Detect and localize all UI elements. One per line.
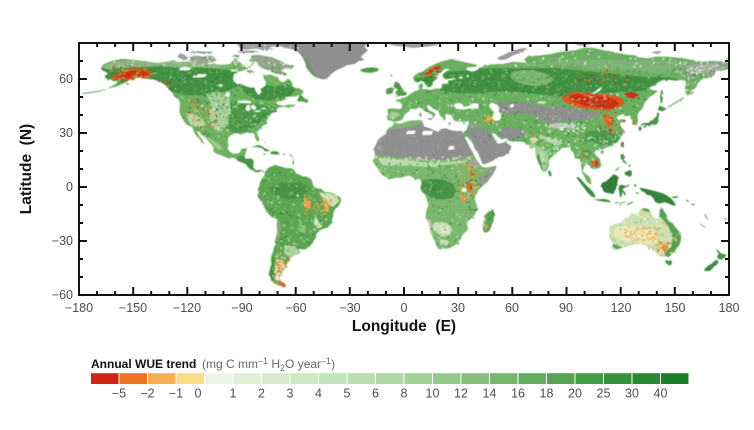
- svg-text:14: 14: [483, 387, 497, 401]
- svg-text:40: 40: [654, 387, 668, 401]
- svg-text:120: 120: [611, 301, 632, 315]
- svg-text:−2: −2: [140, 387, 154, 401]
- svg-text:8: 8: [401, 387, 408, 401]
- svg-text:6: 6: [372, 387, 379, 401]
- svg-text:−150: −150: [119, 301, 147, 315]
- svg-text:(mg C mm–1 H2O year–1): (mg C mm–1 H2O year–1): [202, 356, 335, 373]
- svg-text:18: 18: [540, 387, 554, 401]
- svg-text:150: 150: [665, 301, 686, 315]
- svg-text:90: 90: [559, 301, 573, 315]
- svg-text:180: 180: [719, 301, 740, 315]
- svg-text:3: 3: [287, 387, 294, 401]
- svg-text:30: 30: [59, 126, 73, 140]
- svg-text:0: 0: [401, 301, 408, 315]
- svg-text:−1: −1: [169, 387, 183, 401]
- svg-text:−30: −30: [339, 301, 360, 315]
- svg-text:30: 30: [451, 301, 465, 315]
- svg-text:60: 60: [59, 72, 73, 86]
- svg-text:Annual WUE trend: Annual WUE trend: [91, 357, 196, 371]
- svg-text:2: 2: [258, 387, 265, 401]
- svg-text:20: 20: [568, 387, 582, 401]
- svg-text:−180: −180: [65, 301, 93, 315]
- svg-text:Longitude (E): Longitude (E): [352, 318, 456, 335]
- svg-text:−90: −90: [231, 301, 252, 315]
- svg-text:Latitude (N): Latitude (N): [18, 124, 35, 214]
- svg-text:5: 5: [344, 387, 351, 401]
- svg-text:0: 0: [195, 387, 202, 401]
- svg-text:25: 25: [597, 387, 611, 401]
- svg-text:−5: −5: [112, 387, 126, 401]
- svg-text:16: 16: [511, 387, 525, 401]
- svg-text:60: 60: [505, 301, 519, 315]
- svg-text:4: 4: [315, 387, 322, 401]
- svg-text:30: 30: [625, 387, 639, 401]
- svg-text:12: 12: [454, 387, 468, 401]
- svg-text:1: 1: [230, 387, 237, 401]
- svg-text:−30: −30: [52, 234, 73, 248]
- svg-text:0: 0: [66, 180, 73, 194]
- svg-text:−120: −120: [173, 301, 201, 315]
- svg-text:−60: −60: [52, 288, 73, 302]
- svg-text:−60: −60: [285, 301, 306, 315]
- svg-text:10: 10: [426, 387, 440, 401]
